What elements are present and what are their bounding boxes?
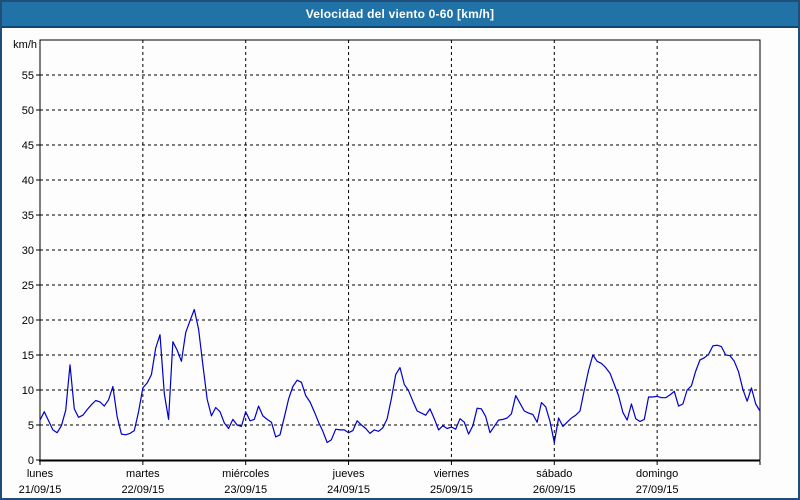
x-day-name-label: jueves <box>332 468 365 480</box>
y-tick-label: 10 <box>22 385 34 397</box>
x-day-name-label: domingo <box>636 468 678 480</box>
y-tick-label: 5 <box>28 420 34 432</box>
y-tick-label: 30 <box>22 245 34 257</box>
y-axis-unit-label: km/h <box>13 39 37 51</box>
x-day-name-label: sábado <box>536 468 572 480</box>
x-day-name-label: lunes <box>27 468 54 480</box>
x-day-name-label: miércoles <box>222 468 270 480</box>
y-tick-label: 55 <box>22 70 34 82</box>
wind-speed-line <box>39 308 761 444</box>
y-tick-label: 35 <box>22 210 34 222</box>
y-tick-label: 25 <box>22 280 34 292</box>
x-day-date-label: 23/09/15 <box>224 484 267 496</box>
x-day-date-label: 27/09/15 <box>636 484 679 496</box>
y-tick-label: 0 <box>28 455 34 467</box>
y-tick-label: 45 <box>22 140 34 152</box>
x-day-date-label: 24/09/15 <box>327 484 370 496</box>
x-day-name-label: viernes <box>434 468 470 480</box>
y-tick-label: 15 <box>22 350 34 362</box>
x-day-date-label: 26/09/15 <box>533 484 576 496</box>
chart-title-bar: Velocidad del viento 0-60 [km/h] <box>2 2 798 28</box>
x-day-date-label: 21/09/15 <box>19 484 62 496</box>
y-tick-label: 20 <box>22 315 34 327</box>
chart-area: 0 5 10 15 20 25 30 35 40 45 50 55 km/h lunes 21/09/15 m… <box>2 28 798 498</box>
x-day-date-label: 25/09/15 <box>430 484 473 496</box>
chart-svg: 0 5 10 15 20 25 30 35 40 45 50 55 km/h lunes 21/09/15 m… <box>13 39 761 496</box>
x-day-date-label: 22/09/15 <box>121 484 164 496</box>
x-day-name-label: martes <box>126 468 160 480</box>
y-tick-label: 40 <box>22 175 34 187</box>
y-tick-label: 50 <box>22 105 34 117</box>
chart-title: Velocidad del viento 0-60 [km/h] <box>305 7 495 21</box>
